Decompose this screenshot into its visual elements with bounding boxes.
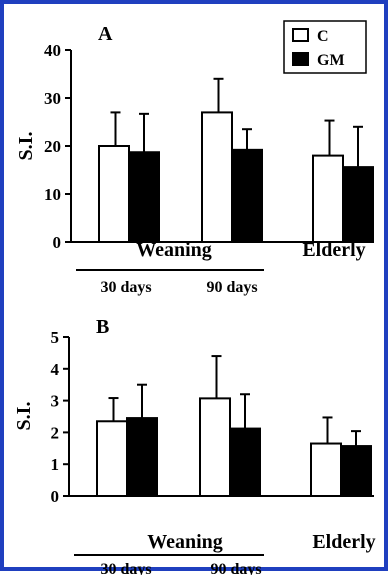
panel-a-y-axis-label: S.I. [15, 132, 37, 161]
panel-a-y-tick-label: 30 [44, 89, 61, 108]
panel-b-category-label: 30 days [100, 561, 151, 575]
legend-label-gm: GM [317, 52, 345, 69]
panel-a-y-tick-label: 40 [44, 41, 61, 60]
panel-b-label: B [96, 316, 109, 338]
panel-b-y-tick-label: 4 [51, 360, 60, 379]
legend-label-c: C [317, 28, 329, 45]
panel-a-bar-gm-3 [342, 166, 374, 243]
panel-b-y-tick-label: 2 [51, 423, 60, 442]
panel-a-category-label: 90 days [206, 279, 257, 296]
panel-a-bar-c-3 [312, 154, 344, 244]
panel-b-group-label-weaning: Weaning [147, 531, 223, 553]
panel-b-bar-c-1 [96, 420, 128, 497]
legend-swatch-c [292, 28, 309, 42]
panel-a-bar-c-2 [201, 111, 233, 244]
panel-b-bar-c-2 [199, 397, 231, 497]
panel-b-group-label-elderly: Elderly [312, 531, 375, 553]
panel-b-category-label: 90 days [210, 561, 261, 575]
panel-b-bar-gm-2 [229, 427, 261, 498]
panel-a-category-label: 30 days [100, 279, 151, 296]
panel-b-bar-gm-1 [126, 417, 158, 497]
panel-b-bar-gm-3 [340, 445, 372, 498]
panel-a-label: A [98, 23, 113, 45]
panel-a-y-tick-label: 20 [44, 137, 61, 156]
panel-a-bar-gm-1 [128, 151, 160, 244]
panel-a-group-label-weaning: Weaning [136, 239, 212, 261]
panel-a-y-tick-label: 0 [53, 233, 62, 252]
panel-a-bar-c-1 [98, 145, 130, 243]
panel-a-bar-gm-2 [231, 148, 263, 243]
panel-b-y-tick-label: 3 [51, 392, 60, 411]
panel-b-y-axis-label: S.I. [13, 402, 35, 431]
panel-a-group-label-elderly: Elderly [302, 239, 365, 261]
panel-b-y-tick-label: 5 [51, 328, 60, 347]
legend-swatch-gm [292, 52, 309, 66]
panel-b-bar-c-3 [310, 442, 342, 497]
panel-b-y-tick-label: 1 [51, 455, 60, 474]
panel-b-y-tick-label: 0 [51, 487, 60, 506]
panel-a-y-tick-label: 10 [44, 185, 61, 204]
